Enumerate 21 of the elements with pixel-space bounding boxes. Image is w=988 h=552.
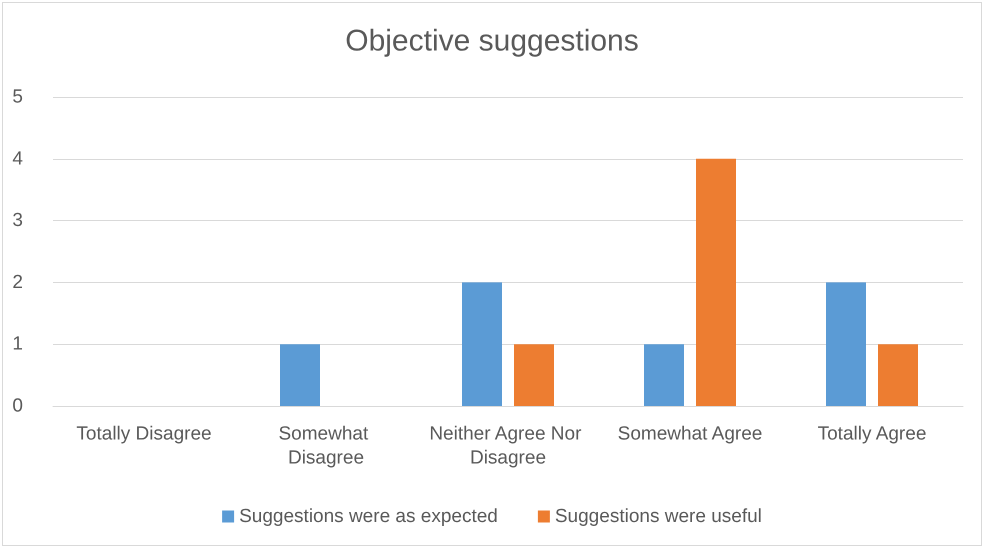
y-tick-label: 0	[12, 396, 23, 416]
y-tick-label: 3	[12, 210, 23, 232]
x-tick-label: Somewhat Agree	[618, 424, 762, 444]
x-tick-label: Totally Agree	[818, 424, 926, 444]
y-tick-label: 5	[12, 86, 23, 108]
bar	[280, 344, 320, 406]
x-tick-label: Totally Disagree	[76, 424, 212, 444]
legend-label: Suggestions were as expected	[239, 506, 498, 527]
bar	[462, 282, 502, 406]
y-tick-label: 2	[12, 272, 23, 293]
chart-title: Objective suggestions	[345, 24, 639, 58]
y-tick-label: 4	[12, 148, 24, 170]
bar	[826, 282, 866, 406]
bar	[696, 158, 736, 406]
bar	[878, 344, 918, 406]
bar	[514, 344, 554, 406]
y-tick-label: 1	[12, 334, 23, 355]
x-tick-label: Neither Agree Nor Disagree	[429, 424, 587, 468]
x-tick-label: Somewhat Disagree	[278, 424, 374, 468]
legend-label: Suggestions were useful	[554, 506, 762, 527]
bar	[644, 344, 684, 406]
